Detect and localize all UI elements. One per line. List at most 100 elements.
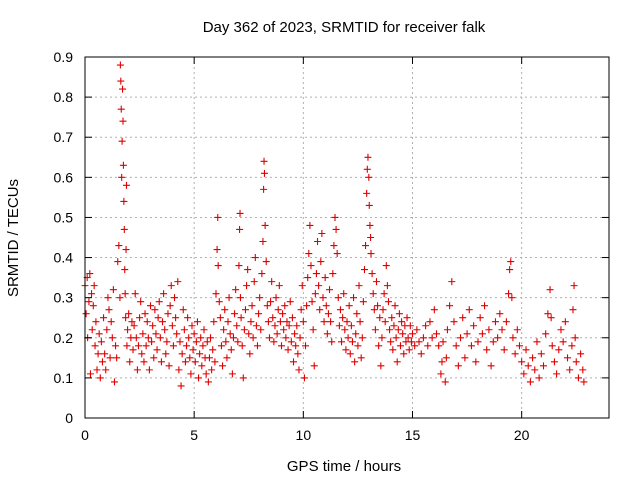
data-point <box>174 278 182 286</box>
data-point <box>339 314 347 322</box>
data-point <box>365 201 373 209</box>
data-point <box>134 342 142 350</box>
data-point <box>553 370 561 378</box>
data-point <box>382 262 390 270</box>
data-point <box>85 298 93 306</box>
data-point <box>210 318 218 326</box>
data-point <box>415 338 423 346</box>
data-point <box>304 274 312 282</box>
data-point <box>559 338 567 346</box>
data-point <box>272 294 280 302</box>
data-point <box>489 338 497 346</box>
axis-ticks <box>84 56 609 419</box>
data-point <box>526 378 534 386</box>
data-point <box>363 165 371 173</box>
data-point <box>358 334 366 342</box>
data-point <box>307 262 315 270</box>
data-point <box>280 326 288 334</box>
data-point <box>362 242 370 250</box>
data-point <box>547 314 555 322</box>
data-point <box>297 306 305 314</box>
data-point <box>381 318 389 326</box>
data-point <box>369 290 377 298</box>
data-point <box>121 290 129 298</box>
data-point <box>214 262 222 270</box>
data-point <box>211 358 219 366</box>
data-point <box>270 338 278 346</box>
data-point <box>164 310 172 318</box>
data-point <box>160 290 168 298</box>
data-point <box>119 161 127 169</box>
data-point <box>513 326 521 334</box>
data-point <box>446 302 454 310</box>
data-point <box>231 310 239 318</box>
data-point <box>279 310 287 318</box>
data-point <box>344 334 352 342</box>
data-point <box>572 358 580 366</box>
data-point <box>386 326 394 334</box>
data-point <box>394 326 402 334</box>
data-point <box>237 314 245 322</box>
data-point <box>90 282 98 290</box>
data-point <box>124 326 132 334</box>
data-point <box>438 358 446 366</box>
data-point <box>288 314 296 322</box>
data-point <box>114 258 122 266</box>
data-point <box>205 354 213 362</box>
data-point <box>209 346 217 354</box>
data-point <box>353 310 361 318</box>
data-point <box>269 314 277 322</box>
data-point <box>378 334 386 342</box>
data-point <box>348 338 356 346</box>
data-point <box>263 302 271 310</box>
y-tick-label: 0.5 <box>54 209 74 225</box>
data-point <box>260 157 268 165</box>
data-point <box>537 350 545 358</box>
data-point <box>579 366 587 374</box>
data-point <box>147 302 154 310</box>
data-point <box>150 354 158 362</box>
data-point <box>330 242 338 250</box>
data-point <box>531 366 539 374</box>
data-point <box>283 318 291 326</box>
data-point <box>472 358 480 366</box>
data-point <box>183 342 191 350</box>
data-point <box>162 350 170 358</box>
data-point <box>268 278 276 286</box>
data-point <box>149 322 157 330</box>
data-point <box>239 374 247 382</box>
data-point <box>175 366 183 374</box>
data-point <box>341 326 349 334</box>
data-point <box>187 370 195 378</box>
data-point <box>331 213 339 221</box>
data-point <box>256 294 264 302</box>
data-point <box>117 105 125 113</box>
data-point <box>557 326 565 334</box>
scatter-series <box>81 61 588 390</box>
data-point <box>426 318 434 326</box>
data-point <box>122 314 130 322</box>
data-point <box>259 238 267 246</box>
data-point <box>498 326 506 334</box>
x-tick-label: 10 <box>296 427 312 443</box>
data-point <box>251 254 259 262</box>
data-point <box>450 318 458 326</box>
data-point <box>118 137 126 145</box>
data-point <box>389 346 397 354</box>
y-tick-label: 0.1 <box>54 370 74 386</box>
data-point <box>287 338 295 346</box>
data-point <box>260 185 268 193</box>
data-point <box>223 354 231 362</box>
data-point <box>249 334 257 342</box>
data-point <box>478 330 486 338</box>
data-point <box>167 282 175 290</box>
data-point <box>433 330 441 338</box>
data-point <box>311 290 319 298</box>
data-point <box>395 310 403 318</box>
data-point <box>136 314 144 322</box>
data-point <box>179 306 187 314</box>
data-point <box>255 310 263 318</box>
data-point <box>104 294 112 302</box>
data-point <box>118 173 126 181</box>
y-axis-tick-labels: 0 0.1 0.2 0.3 0.4 0.5 0.6 0.7 0.8 0.9 <box>54 49 74 426</box>
